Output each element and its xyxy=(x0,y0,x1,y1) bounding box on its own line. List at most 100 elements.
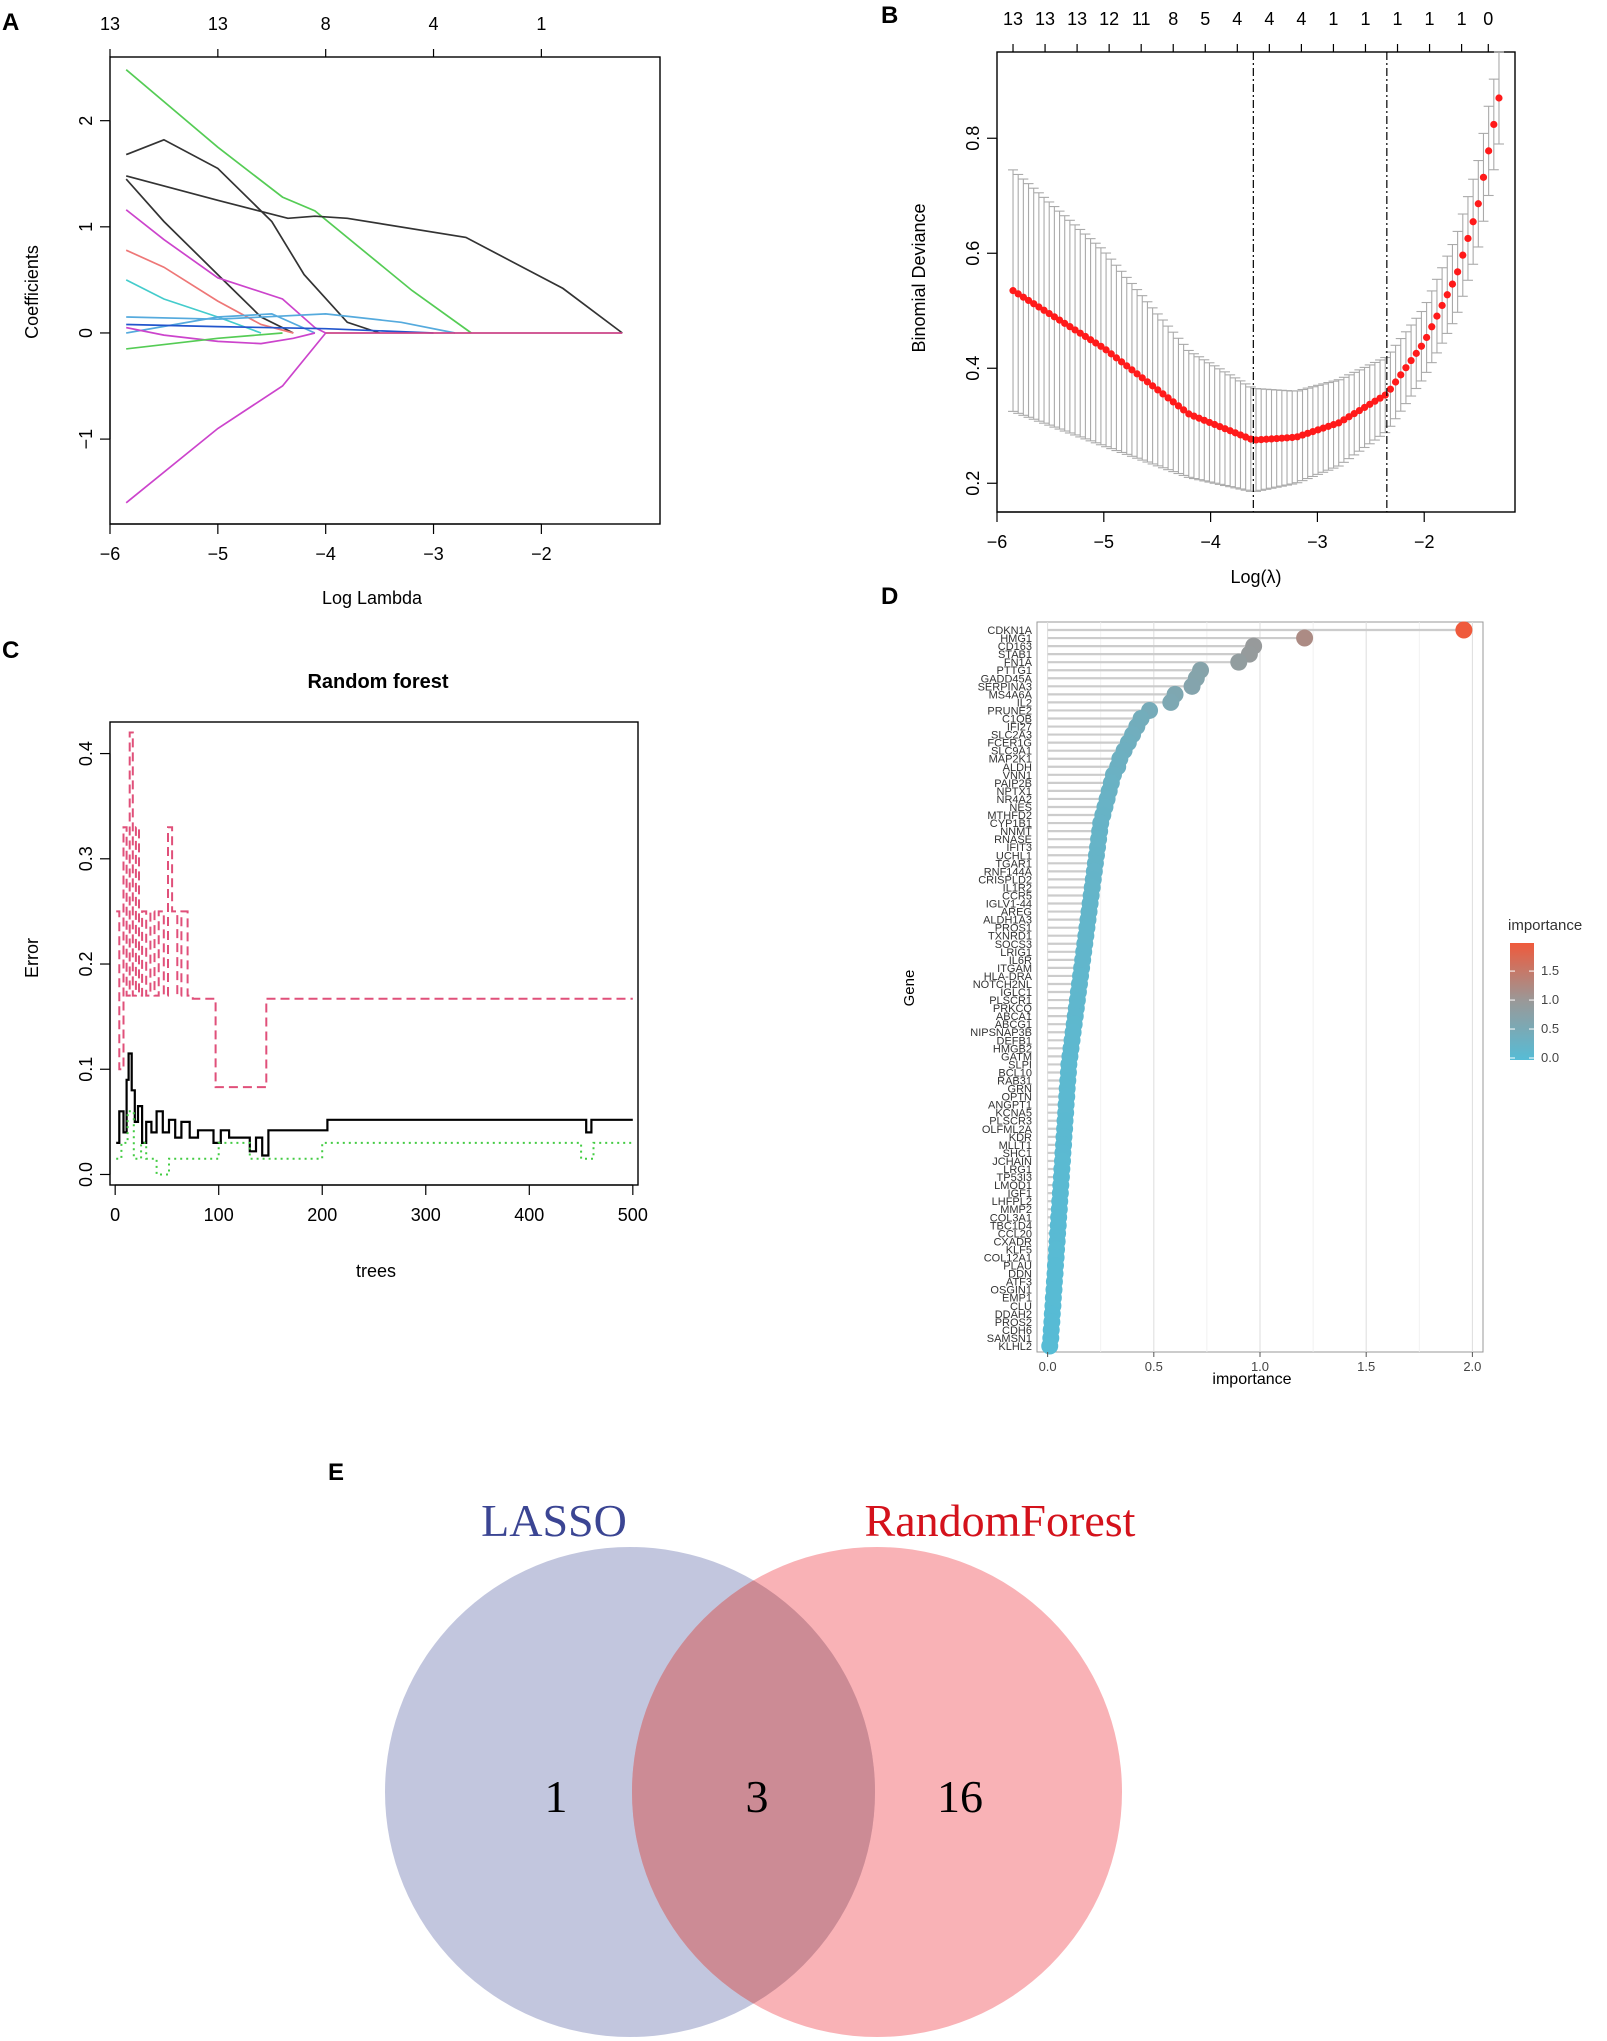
deviance-point xyxy=(1397,371,1405,379)
panel-letter-c: C xyxy=(2,637,19,664)
coefficient-path xyxy=(126,323,434,334)
deviance-point xyxy=(1412,349,1420,357)
legend-label: 1.0 xyxy=(1541,992,1559,1007)
y-axis: −1 0 1 2 xyxy=(76,116,111,450)
deviance-point xyxy=(1123,362,1131,370)
gene-label: VNN1 xyxy=(1003,770,1032,782)
x-axis-label: importance xyxy=(1212,1371,1291,1388)
set-label-lasso: LASSO xyxy=(481,1495,627,1546)
gene-label: CLU xyxy=(1010,1301,1032,1313)
gene-label: ITGAM xyxy=(997,963,1032,975)
legend-label: 0.5 xyxy=(1541,1021,1559,1036)
intersection-count: 3 xyxy=(746,1771,769,1822)
gene-label: OSGIN1 xyxy=(990,1285,1032,1297)
gene-label: KLHL2 xyxy=(998,1341,1032,1353)
x-axis: −6 −5 −4 −3 −2 xyxy=(100,523,552,564)
legend-label: 1.5 xyxy=(1541,963,1559,978)
top-tick-label: 5 xyxy=(1200,9,1210,29)
deviance-point xyxy=(1138,374,1146,382)
deviance-point xyxy=(1086,336,1095,344)
deviance-point xyxy=(1366,400,1374,408)
gene-label: IFIT3 xyxy=(1006,842,1032,854)
top-tick-label: 13 xyxy=(1035,9,1055,29)
set-label-randomforest: RandomForest xyxy=(865,1495,1136,1546)
x-axis: −6 −5 −4 −3 −2 xyxy=(987,511,1434,552)
top-tick-label: 4 xyxy=(1296,9,1306,29)
gene-label: SLPI xyxy=(1008,1059,1032,1071)
top-tick-label: 1 xyxy=(1328,9,1338,29)
importance-point xyxy=(1162,693,1180,711)
gene-label: EMP1 xyxy=(1002,1293,1032,1305)
gene-label: ABCG1 xyxy=(995,1019,1032,1031)
top-tick-label: 1 xyxy=(536,14,546,34)
y-tick-label: 0.0 xyxy=(76,1162,96,1187)
gene-label: CCL20 xyxy=(998,1228,1032,1240)
error-lines xyxy=(116,731,633,1176)
y-axis: 0.2 0.4 0.6 0.8 xyxy=(963,126,998,496)
deviance-point xyxy=(1469,218,1477,226)
gene-label: KLF5 xyxy=(1006,1244,1032,1256)
gene-label: SLC9A1 xyxy=(991,746,1032,758)
x-tick-label: 100 xyxy=(204,1205,234,1225)
gene-label: ALDH1A3 xyxy=(983,915,1032,927)
gene-label: MS4A6A xyxy=(989,689,1033,701)
gene-label: DEFB1 xyxy=(997,1035,1032,1047)
randomforest-only-count: 16 xyxy=(937,1771,983,1822)
error-line xyxy=(116,731,633,1089)
color-legend: importance 1.5 1.0 0.5 0.0 xyxy=(1508,917,1582,1065)
deviance-point xyxy=(1267,435,1276,443)
deviance-point xyxy=(1092,339,1100,347)
deviance-point xyxy=(1030,300,1038,308)
y-tick-label: 2 xyxy=(76,116,96,126)
gene-label: DDAH2 xyxy=(995,1309,1032,1321)
deviance-point xyxy=(1423,333,1431,342)
gene-label: SERPINA3 xyxy=(978,681,1032,693)
y-tick-label: 0 xyxy=(76,328,96,338)
top-tick-label: 13 xyxy=(100,14,120,34)
venn-intersection xyxy=(632,1547,875,2037)
gene-label: CD163 xyxy=(998,641,1032,653)
deviance-point xyxy=(1479,173,1488,181)
gene-label: IGLC1 xyxy=(1000,987,1032,999)
gene-label: UCHL1 xyxy=(996,850,1032,862)
gene-label: SLC2A3 xyxy=(991,730,1032,742)
importance-bars xyxy=(1047,628,1464,1348)
gene-label: STAB1 xyxy=(998,649,1032,661)
gene-label: TBC1D4 xyxy=(990,1220,1032,1232)
coefficient-path xyxy=(126,332,283,350)
top-tick-label: 1 xyxy=(1425,9,1435,29)
gene-label: BCL10 xyxy=(998,1067,1032,1079)
lasso-only-count: 1 xyxy=(545,1771,568,1822)
error-line xyxy=(116,1110,633,1176)
deviance-point xyxy=(1371,397,1379,405)
legend-ticks: 1.5 1.0 0.5 0.0 xyxy=(1510,963,1559,1065)
y-tick-label: 1 xyxy=(76,222,96,232)
gene-label: NIPSNAP3B xyxy=(970,1027,1032,1039)
gene-label: PAIP2B xyxy=(994,778,1032,790)
x-tick-label: −6 xyxy=(100,544,121,564)
grid xyxy=(1047,622,1473,1352)
y-axis-label: Gene xyxy=(901,970,918,1007)
x-tick-label: −3 xyxy=(1307,532,1328,552)
deviance-point xyxy=(1174,402,1183,410)
y-tick-label: −1 xyxy=(76,429,96,450)
coefficient-path xyxy=(126,326,316,345)
gene-label: PTTG1 xyxy=(997,665,1032,677)
deviance-point xyxy=(1340,416,1348,424)
gene-label: FN1A xyxy=(1004,657,1033,669)
deviance-point xyxy=(1402,364,1410,372)
gene-label: IL2 xyxy=(1017,697,1032,709)
deviance-point xyxy=(1252,436,1260,444)
chart-title: Random forest xyxy=(307,671,448,693)
x-tick-label: 2.0 xyxy=(1463,1359,1481,1374)
deviance-point xyxy=(1071,326,1079,334)
top-tick-label: 4 xyxy=(1232,9,1242,29)
gene-label: PROS1 xyxy=(995,923,1032,935)
gene-label: PRUNE2 xyxy=(987,705,1032,717)
gene-label: MLLT1 xyxy=(999,1140,1032,1152)
deviance-point xyxy=(1066,323,1074,331)
gene-label: SHC1 xyxy=(1003,1148,1032,1160)
deviance-point xyxy=(1407,356,1415,365)
gene-label: GRN xyxy=(1008,1084,1033,1096)
gene-label: IGF1 xyxy=(1008,1188,1032,1200)
